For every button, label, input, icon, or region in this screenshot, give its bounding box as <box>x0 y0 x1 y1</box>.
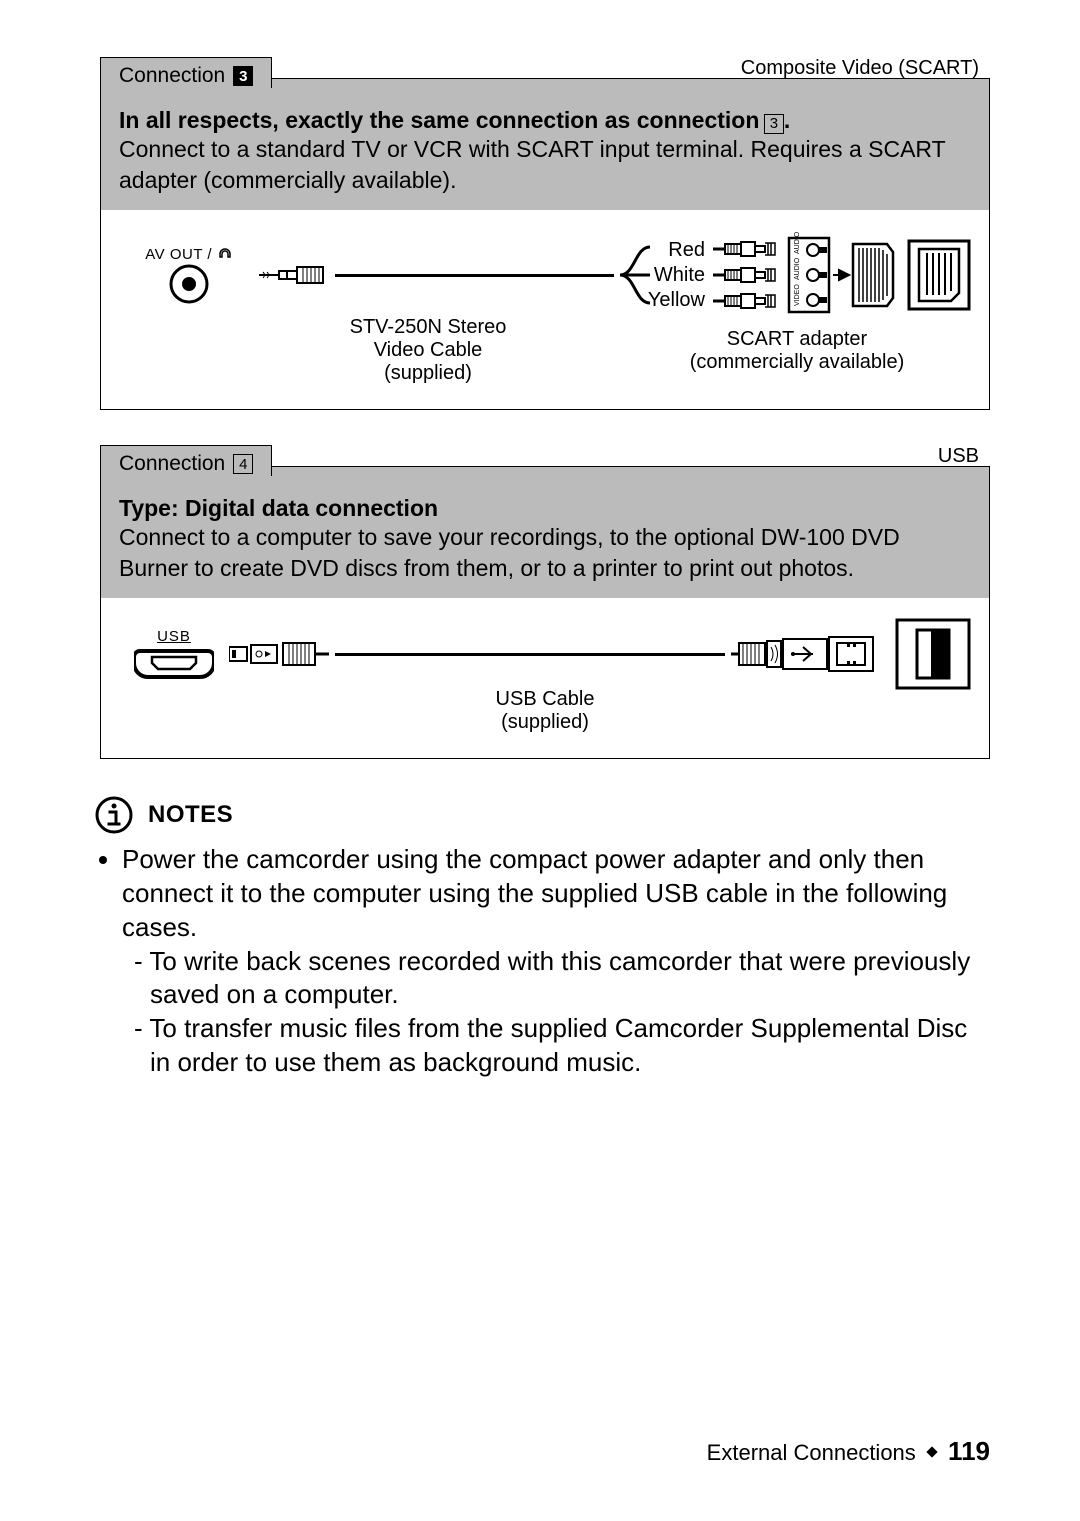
footer-diamond-icon <box>926 1446 937 1457</box>
connection-4-diagram: USB <box>101 598 989 758</box>
scart-socket-icon <box>907 239 971 311</box>
stv-supplied: (supplied) <box>384 362 472 385</box>
connection-4-tab-label: Connection <box>119 452 225 476</box>
notes-title: NOTES <box>148 801 233 829</box>
connection-3-diagram: AV OUT / <box>101 210 989 409</box>
connection-3-box: Connection 3 Composite Video (SCART) In … <box>100 78 990 410</box>
connection-3-tab: Connection 3 <box>100 57 272 88</box>
footer-section: External Connections <box>707 1440 916 1465</box>
notes-sub-2: - To transfer music files from the suppl… <box>150 1012 990 1080</box>
rca-plugs-icon <box>713 236 783 314</box>
cable-split-icon <box>620 239 650 311</box>
page-footer: External Connections 119 <box>707 1436 990 1467</box>
usb-a-socket-icon <box>895 618 971 690</box>
scart-adapter-icon: AUDIO AUDIO VIDEO <box>787 230 897 320</box>
svg-text:AUDIO: AUDIO <box>794 231 801 254</box>
usb-mini-port-icon <box>134 645 214 681</box>
notes-heading: NOTES <box>94 795 990 835</box>
rca-red-label: Red <box>648 238 705 263</box>
connection-3-intro-b: . <box>784 107 790 133</box>
headphone-icon <box>217 245 233 261</box>
connection-3-tab-label: Connection <box>119 64 225 88</box>
scart-avail: (commercially available) <box>690 351 905 374</box>
connection-4-header: Connection 4 USB Type: Digital data conn… <box>101 467 989 598</box>
av-out-label: AV OUT / <box>145 246 212 263</box>
connection-4-type-bold: Type: Digital data connection <box>119 495 971 522</box>
notes-bullet-1: Power the camcorder using the compact po… <box>122 844 947 942</box>
footer-page-number: 119 <box>948 1436 990 1466</box>
mini-plug-icon <box>259 263 329 287</box>
usb-supplied: (supplied) <box>501 711 589 734</box>
usb-cable-line <box>335 653 725 656</box>
connection-3-type: Composite Video (SCART) <box>741 57 979 80</box>
connection-4-body: Connect to a computer to save your recor… <box>119 522 971 584</box>
connection-4-badge: 4 <box>233 454 253 474</box>
usb-cable-name: USB Cable <box>496 688 595 711</box>
svg-text:AUDIO: AUDIO <box>794 257 801 280</box>
connection-3-intro-badge: 3 <box>764 114 784 134</box>
connection-3-header: Connection 3 Composite Video (SCART) In … <box>101 79 989 210</box>
connection-4-box: Connection 4 USB Type: Digital data conn… <box>100 466 990 759</box>
av-jack-icon <box>168 263 210 305</box>
connection-3-intro-a: In all respects, exactly the same connec… <box>119 107 759 133</box>
usb-port-label: USB <box>157 628 191 645</box>
rca-white-label: White <box>648 263 705 288</box>
connection-4-tab: Connection 4 <box>100 445 272 476</box>
notes-sub-1: - To write back scenes recorded with thi… <box>150 945 990 1013</box>
stv-cable-name: STV-250N Stereo Video Cable <box>329 316 527 362</box>
info-icon <box>94 795 134 835</box>
connection-3-body: Connect to a standard TV or VCR with SCA… <box>119 134 971 196</box>
rca-yellow-label: Yellow <box>648 288 705 313</box>
connection-4-type: USB <box>938 445 979 468</box>
usb-a-plug-icon <box>731 633 881 675</box>
notes-body: Power the camcorder using the compact po… <box>100 843 990 1080</box>
connection-3-badge: 3 <box>233 66 253 86</box>
svg-text:VIDEO: VIDEO <box>794 284 801 306</box>
usb-mini-plug-icon <box>229 639 329 669</box>
scart-name: SCART adapter <box>727 328 867 351</box>
cable-line <box>335 274 614 277</box>
